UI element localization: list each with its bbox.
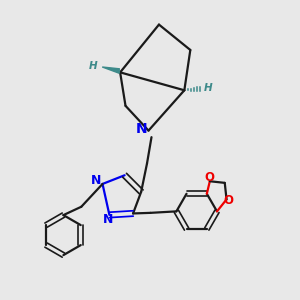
Text: N: N (91, 175, 101, 188)
Text: O: O (223, 194, 233, 207)
Text: N: N (102, 213, 113, 226)
Text: H: H (204, 82, 212, 93)
Text: N: N (136, 122, 148, 136)
Polygon shape (102, 67, 119, 73)
Text: O: O (204, 171, 214, 184)
Text: H: H (89, 61, 98, 71)
